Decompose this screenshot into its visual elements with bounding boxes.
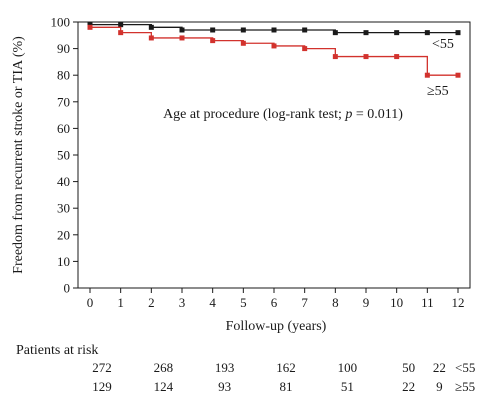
risk-value: 124 (154, 379, 174, 394)
series-0-point (394, 30, 400, 36)
risk-value: 100 (338, 360, 358, 375)
risk-value: 81 (280, 379, 293, 394)
y-tick-label: 10 (57, 254, 70, 269)
series-1-point (148, 35, 154, 41)
x-tick-label: 0 (87, 295, 94, 310)
series-1-point (271, 43, 277, 49)
series-layer (87, 22, 461, 78)
series-1-point (455, 72, 461, 78)
risk-row-label: <55 (455, 360, 475, 375)
y-tick-label: 50 (57, 148, 70, 163)
series-0-point (332, 30, 338, 36)
series-label-55-and-over: ≥55 (427, 84, 449, 99)
y-axis-label: Freedom from recurrent stroke or TIA (%) (11, 36, 26, 274)
y-tick-label: 20 (57, 227, 70, 242)
x-tick-label: 9 (363, 295, 370, 310)
x-tick-label: 3 (179, 295, 186, 310)
risk-value: 22 (433, 360, 446, 375)
y-tick-label: 90 (57, 41, 70, 56)
risk-value: 268 (154, 360, 174, 375)
risk-value: 51 (341, 379, 354, 394)
series-line-1 (90, 26, 458, 76)
series-0-point (118, 22, 124, 28)
series-1-point (210, 38, 216, 44)
plot-frame (77, 21, 471, 289)
series-1-point (240, 40, 246, 46)
series-0-point (302, 27, 308, 33)
y-tick-label: 80 (57, 68, 70, 83)
risk-value: 9 (436, 379, 443, 394)
x-tick-label: 2 (148, 295, 155, 310)
series-0-point (271, 27, 277, 33)
series-0-point (179, 27, 185, 33)
x-tick-label: 6 (271, 295, 278, 310)
y-tick-label: 0 (64, 281, 71, 296)
risk-value: 50 (402, 360, 415, 375)
x-tick-label: 11 (421, 295, 434, 310)
risk-value: 162 (276, 360, 296, 375)
x-tick-label: 10 (390, 295, 403, 310)
x-tick-label: 5 (240, 295, 247, 310)
x-axis-label: Follow-up (years) (226, 319, 327, 334)
x-tick-label: 1 (117, 295, 124, 310)
x-tick-label: 8 (332, 295, 339, 310)
x-tick-label: 7 (301, 295, 308, 310)
series-1-point (118, 30, 124, 36)
series-label-under-55: <55 (432, 37, 454, 52)
series-1-point (179, 35, 185, 41)
risk-value: 22 (402, 379, 415, 394)
series-1-point (424, 72, 430, 78)
series-1-point (87, 24, 93, 30)
annotation-logrank: Age at procedure (log-rank test; p = 0.0… (163, 107, 403, 122)
risk-table-title: Patients at risk (16, 343, 98, 358)
y-tick-label: 40 (57, 174, 70, 189)
risk-table: 272 268 193 162 100 50 22 <55 129 124 93 81 51 22 9 ≥55 (92, 360, 475, 394)
series-1-point (332, 54, 338, 60)
y-tick-label: 100 (51, 15, 71, 30)
series-0-point (240, 27, 246, 33)
x-tick-label: 4 (209, 295, 216, 310)
risk-value: 129 (92, 379, 112, 394)
risk-row-label: ≥55 (455, 379, 475, 394)
series-1-point (394, 54, 400, 60)
series-0-point (148, 24, 154, 30)
y-tick-label: 30 (57, 201, 70, 216)
risk-value: 193 (215, 360, 235, 375)
series-0-point (455, 30, 461, 36)
risk-value: 93 (218, 379, 231, 394)
labels-layer: Freedom from recurrent stroke or TIA (%)… (11, 36, 454, 358)
series-0-point (210, 27, 216, 33)
series-0-point (363, 30, 369, 36)
series-0-point (424, 30, 430, 36)
series-0-point (87, 22, 93, 28)
series-1-point (363, 54, 369, 60)
series-1-point (302, 46, 308, 52)
x-tick-label: 12 (452, 295, 465, 310)
y-tick-label: 70 (57, 94, 70, 109)
risk-value: 272 (92, 360, 112, 375)
y-tick-label: 60 (57, 121, 70, 136)
